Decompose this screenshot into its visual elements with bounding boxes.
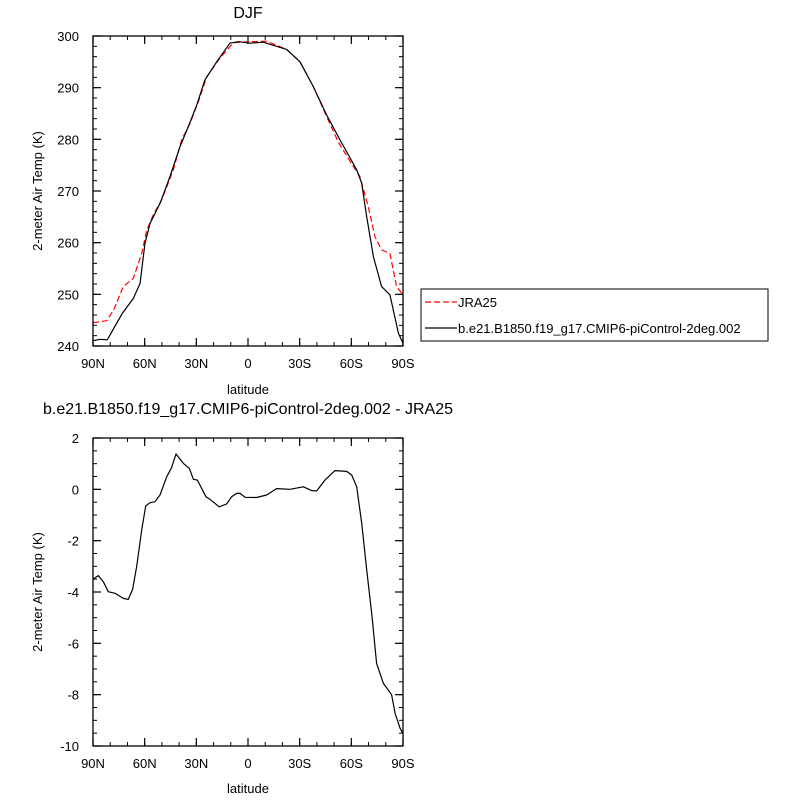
x-tick-label: 30N [184,756,208,771]
y-tick-label: -8 [67,688,79,703]
plot-frame [92,35,404,347]
y-tick-label: 270 [57,184,79,199]
bottom-panel-difference: b.e21.B1850.f19_g17.CMIP6-piControl-2deg… [30,401,453,796]
x-tick-label: 30N [184,356,208,371]
x-tick-label: 90N [81,356,105,371]
legend-label-model: b.e21.B1850.f19_g17.CMIP6-piControl-2deg… [458,321,741,336]
legend: JRA25 b.e21.B1850.f19_g17.CMIP6-piContro… [420,288,769,342]
x-axis-label: latitude [227,781,269,796]
y-tick-label: 290 [57,81,79,96]
series-line-difference [92,453,404,734]
x-tick-label: 0 [244,356,251,371]
y-tick-label: 260 [57,236,79,251]
y-tick-label: -6 [67,636,79,651]
legend-box [420,288,769,342]
y-tick-label: 280 [57,132,79,147]
plot-frame [92,437,404,747]
y-tick-label: 250 [57,287,79,302]
series-line-jra25 [92,40,404,324]
x-tick-label: 60S [340,756,363,771]
y-tick-label: 300 [57,29,79,44]
x-tick-label: 90N [81,756,105,771]
y-tick-label: 0 [72,482,79,497]
x-tick-label: 0 [244,756,251,771]
x-tick-label: 60N [133,356,157,371]
y-tick-label: 240 [57,339,79,354]
x-axis-label: latitude [227,382,269,397]
chart-title: b.e21.B1850.f19_g17.CMIP6-piControl-2deg… [43,401,453,418]
series-line-model [92,41,404,344]
x-tick-label: 90S [391,756,414,771]
y-tick-label: 2 [72,431,79,446]
y-tick-label: -4 [67,585,79,600]
chart-title: DJF [233,5,263,22]
y-axis-label: 2-meter Air Temp (K) [30,131,45,251]
y-axis-label: 2-meter Air Temp (K) [30,532,45,652]
x-tick-label: 30S [288,356,311,371]
x-tick-label: 90S [391,356,414,371]
legend-label-jra25: JRA25 [458,295,497,310]
x-tick-label: 30S [288,756,311,771]
y-tick-label: -10 [60,739,79,754]
y-tick-label: -2 [67,534,79,549]
x-tick-label: 60S [340,356,363,371]
x-tick-label: 60N [133,756,157,771]
top-panel-djf: DJF latitude 2-meter Air Temp (K) 90N 60N… [30,5,415,397]
